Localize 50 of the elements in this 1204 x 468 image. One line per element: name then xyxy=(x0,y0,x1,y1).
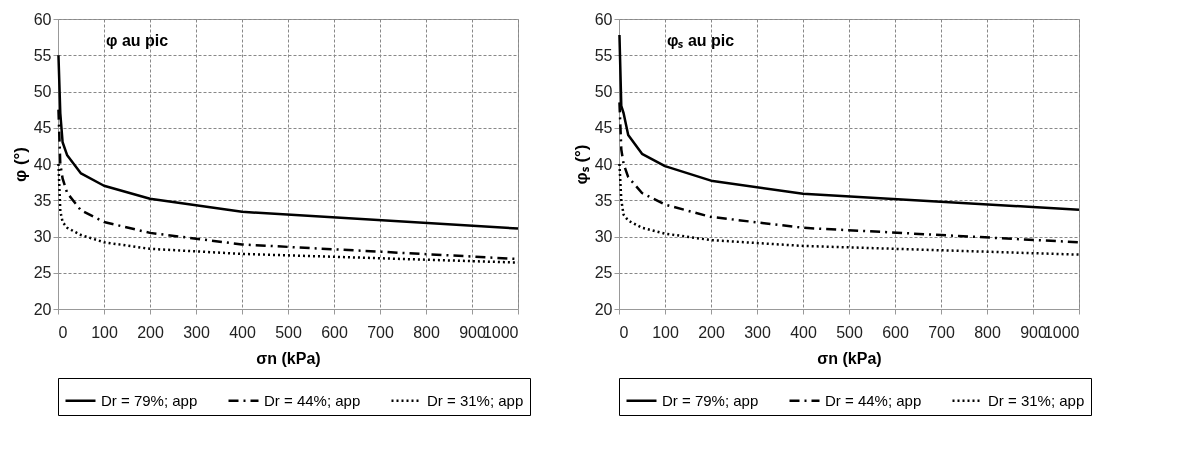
x-tick-label: 400 xyxy=(790,323,817,341)
x-tick-label: 900 xyxy=(459,323,486,341)
x-tick-label: 0 xyxy=(58,323,68,341)
x-tick-label: 200 xyxy=(698,323,725,341)
y-tick-label: 35 xyxy=(33,191,52,209)
y-tick-label: 25 xyxy=(33,264,52,282)
y-tick-label: 40 xyxy=(594,155,613,173)
y-tick-label: 20 xyxy=(594,300,613,318)
y-tick-label: 30 xyxy=(33,228,52,245)
x-tick-label: 800 xyxy=(974,323,1001,341)
text: φ au pic xyxy=(106,32,169,49)
x-tick-label: 400 xyxy=(229,323,256,341)
x-tick-label: 100 xyxy=(652,323,679,341)
x-tick-label: 600 xyxy=(321,323,348,341)
x-tick-label: 600 xyxy=(882,323,909,341)
x-tick-label: 0 xyxy=(619,323,629,341)
y-tick-label: 25 xyxy=(594,264,613,282)
y-tick-label: 35 xyxy=(594,191,613,209)
legend-label: Dr = 31%; app xyxy=(988,391,1085,409)
legend-label: Dr = 79%; app xyxy=(101,391,198,409)
x-axis-title: σn (kPa) xyxy=(256,349,321,367)
x-tick-label: 500 xyxy=(275,323,302,341)
x-tick-label: 900 xyxy=(1020,323,1047,341)
x-tick-label: 100 xyxy=(91,323,118,341)
x-tick-label: 700 xyxy=(928,323,955,341)
y-tick-label: 30 xyxy=(594,228,613,245)
y-tick-label: 40 xyxy=(33,155,52,173)
text: φₛ au pic xyxy=(667,32,735,49)
y-tick-label: 20 xyxy=(33,300,52,318)
x-tick-label: 800 xyxy=(413,323,440,341)
y-tick-label: 45 xyxy=(594,119,613,137)
legend-label: Dr = 31%; app xyxy=(427,391,524,409)
y-tick-label: 60 xyxy=(33,10,52,28)
legend-label: Dr = 44%; app xyxy=(825,391,922,409)
x-tick-label: 700 xyxy=(367,323,394,341)
y-tick-label: 45 xyxy=(33,119,52,137)
legend-label: Dr = 44%; app xyxy=(264,391,361,409)
x-tick-label: 500 xyxy=(836,323,863,341)
y-tick-label: 60 xyxy=(594,10,613,28)
x-tick-label: 300 xyxy=(744,323,771,341)
y-tick-label: 55 xyxy=(33,46,52,64)
x-tick-label: 300 xyxy=(183,323,210,341)
legend-label: Dr = 79%; app xyxy=(662,391,759,409)
x-axis-title: σn (kPa) xyxy=(817,349,882,367)
y-axis-title: φₛ (°) xyxy=(571,144,591,185)
y-tick-label: 50 xyxy=(594,83,613,100)
x-tick-label: 200 xyxy=(137,323,164,341)
y-tick-label: 55 xyxy=(594,46,613,64)
y-tick-label: 50 xyxy=(33,83,52,100)
y-axis-title: φ (°) xyxy=(10,146,30,183)
